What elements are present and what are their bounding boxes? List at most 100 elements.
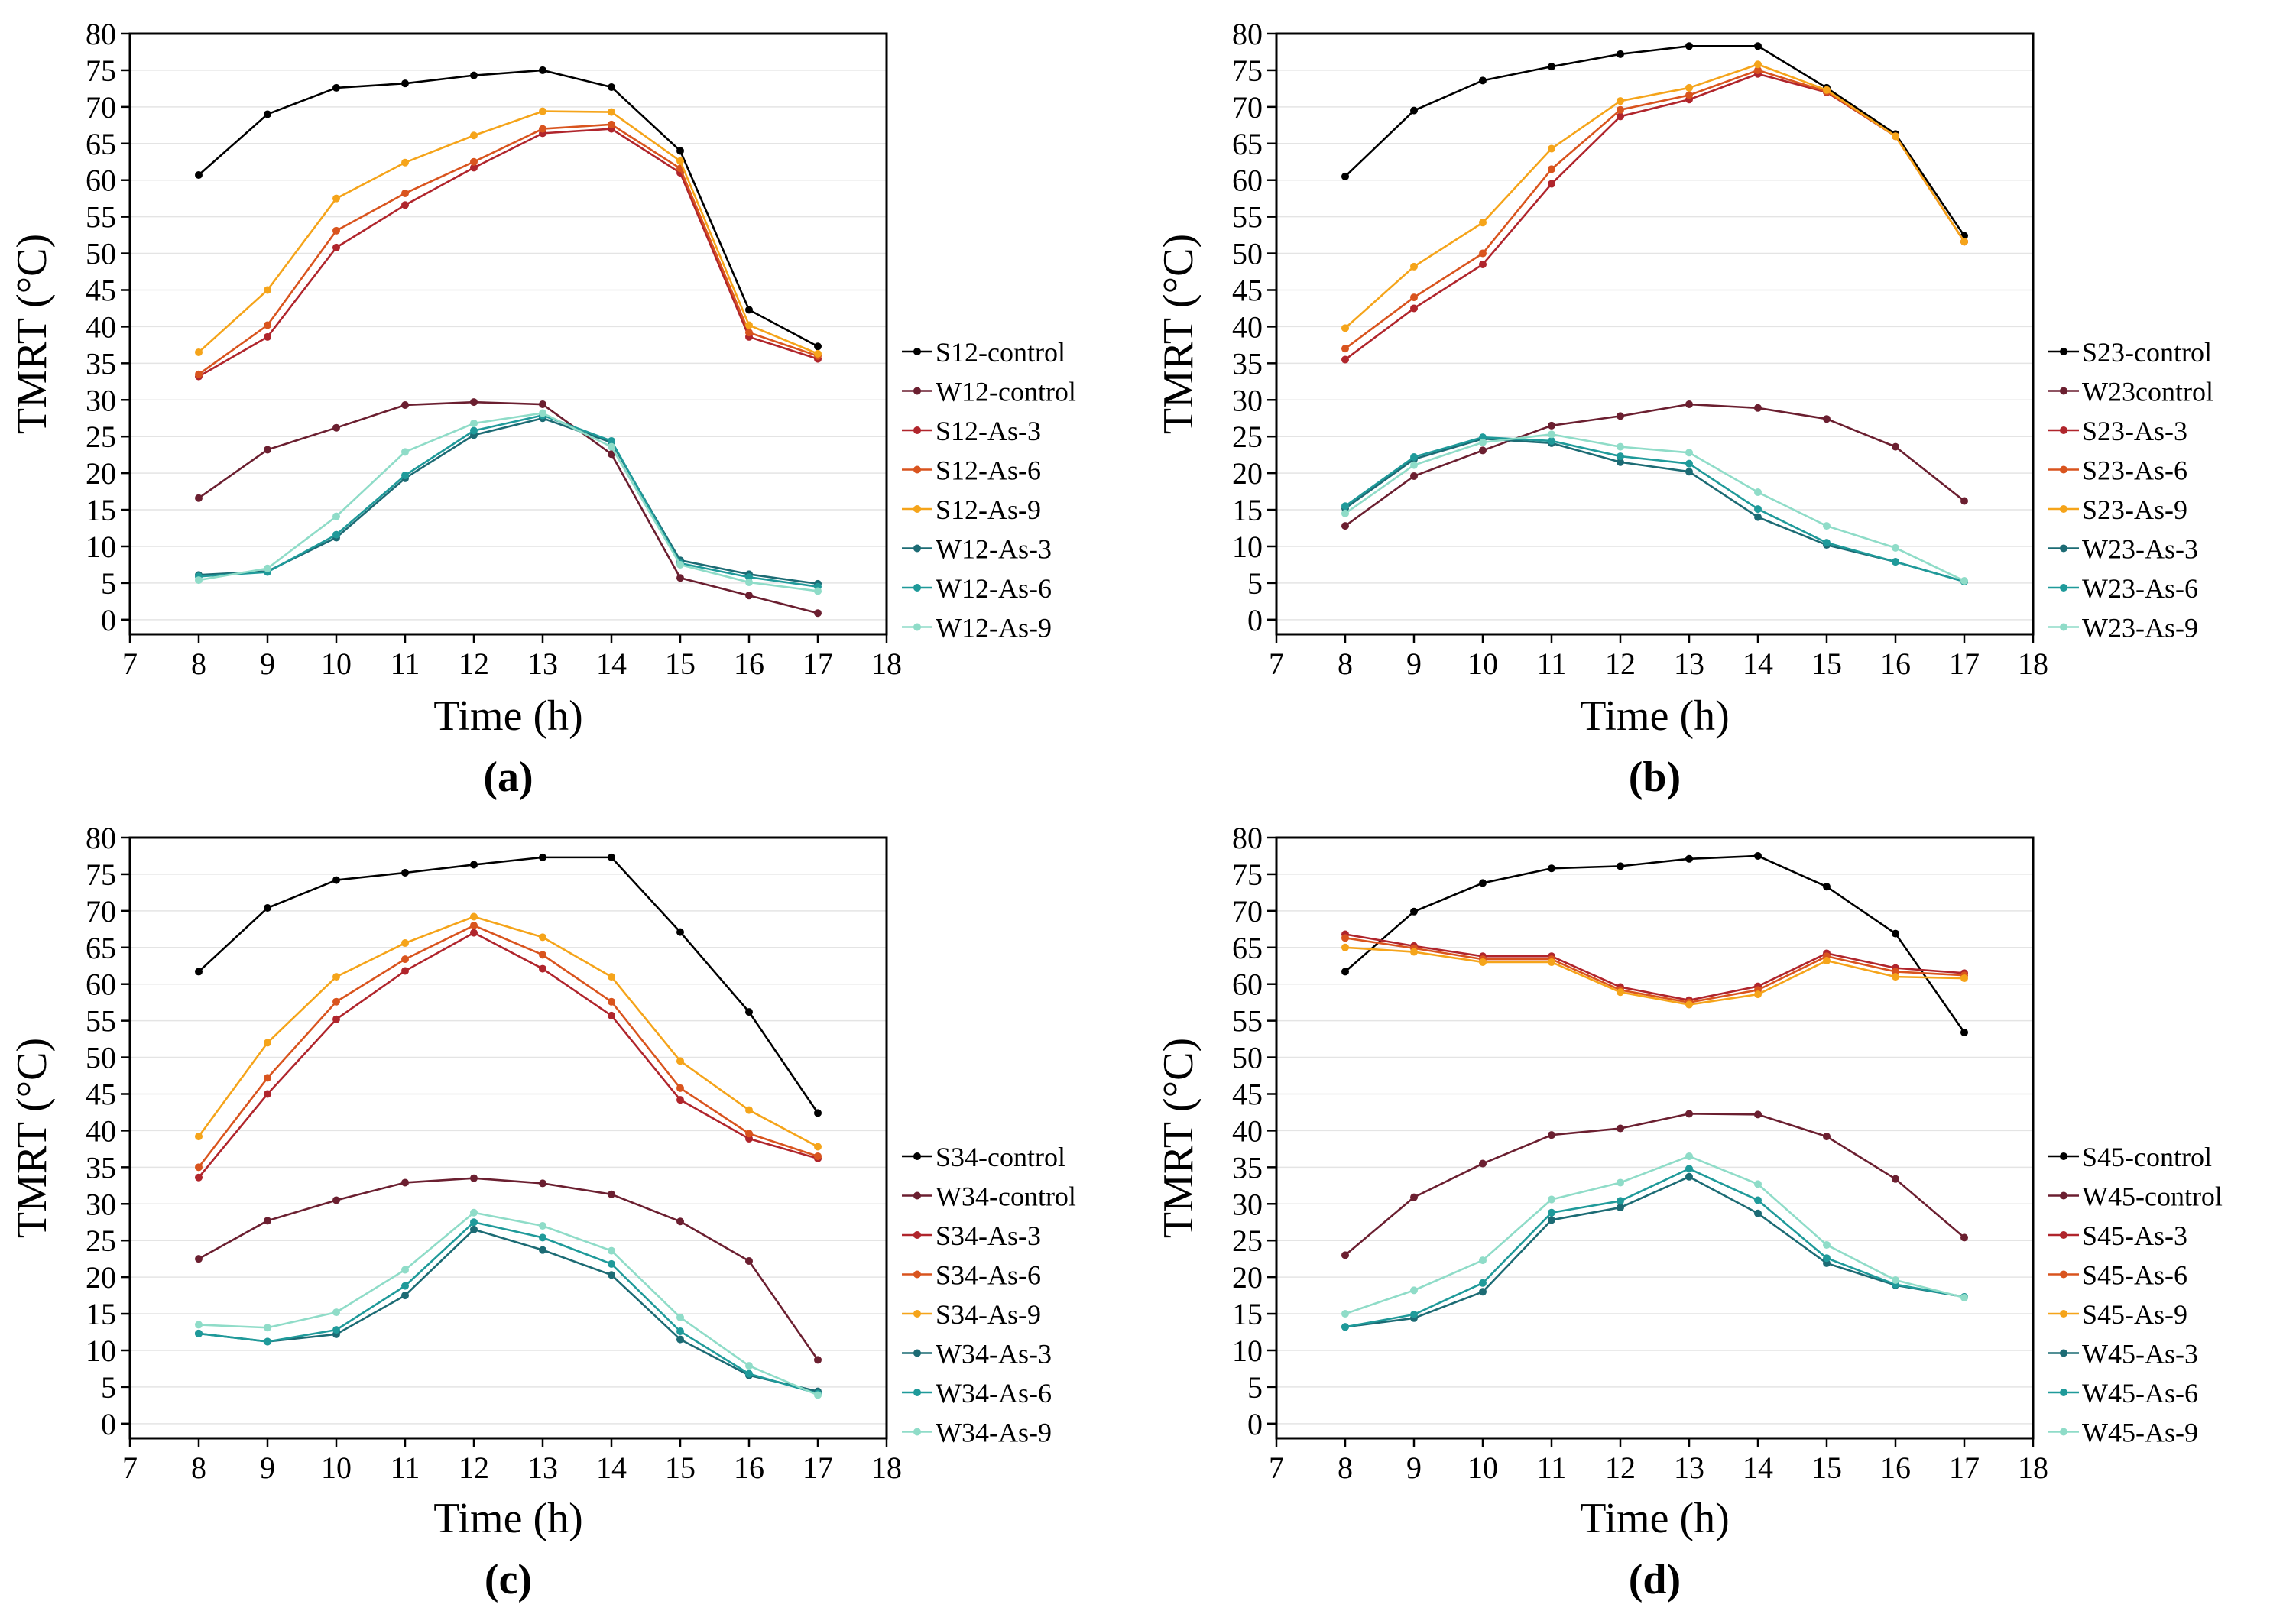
y-tick-label: 65: [1232, 127, 1263, 161]
legend-label: S34-As-6: [936, 1260, 1041, 1291]
x-tick-label: 12: [459, 1451, 489, 1485]
series-line-S12-As-6: [198, 123, 819, 375]
y-tick-label: 20: [86, 1260, 116, 1295]
data-point: [195, 1255, 203, 1263]
data-point: [1617, 458, 1624, 466]
data-point: [264, 286, 271, 294]
data-point: [470, 861, 478, 869]
data-point: [401, 1266, 409, 1274]
legend-label: S45-control: [2082, 1142, 2212, 1172]
y-tick-label: 70: [1232, 894, 1263, 929]
data-point: [470, 1174, 478, 1182]
data-point: [1617, 862, 1624, 870]
data-point: [1892, 442, 1899, 451]
data-point: [1410, 453, 1418, 462]
data-point: [1754, 513, 1762, 521]
data-point: [1892, 543, 1899, 552]
series-line-W34-control: [198, 1177, 819, 1361]
plot-frame: [128, 32, 888, 636]
x-axis-label: Time (h): [433, 1495, 583, 1542]
y-axis-label: TMRT (°C): [8, 1038, 56, 1238]
series-line-W45-As-9: [1344, 1155, 1965, 1315]
y-tick-label: 20: [1232, 1260, 1263, 1295]
x-tick-label: 9: [1406, 1451, 1422, 1485]
series-line-W23-As-3: [1344, 437, 1965, 583]
y-tick-label: 40: [86, 1113, 116, 1148]
data-point: [264, 446, 271, 454]
legend-marker: [2060, 1231, 2067, 1239]
legend-marker: [2060, 1428, 2067, 1436]
data-point: [1341, 1251, 1349, 1259]
legend-marker: [2060, 1389, 2067, 1396]
data-point: [470, 71, 478, 79]
data-point: [1823, 1133, 1831, 1141]
data-point: [539, 853, 546, 861]
y-tick-label: 25: [86, 1224, 116, 1258]
data-point: [676, 928, 684, 936]
legend-marker: [913, 1428, 921, 1436]
y-tick-label: 40: [1232, 310, 1263, 344]
data-point: [745, 321, 753, 329]
data-point: [264, 1090, 271, 1098]
data-point: [1479, 249, 1487, 258]
data-point: [1410, 472, 1418, 480]
series-line-W12-As-9: [198, 412, 819, 592]
data-point: [1754, 488, 1762, 497]
legend-label: W45-As-3: [2082, 1339, 2198, 1370]
data-point: [264, 1324, 271, 1332]
data-point: [745, 1008, 753, 1016]
y-tick-label: 75: [1232, 53, 1263, 88]
y-tick-label: 55: [1232, 200, 1263, 235]
data-point: [745, 1370, 753, 1378]
data-point: [539, 933, 546, 942]
y-tick-label: 45: [1232, 1077, 1263, 1111]
x-tick-label: 11: [1537, 647, 1567, 681]
data-point: [1617, 452, 1624, 461]
legend-label: W45-As-6: [2082, 1378, 2198, 1408]
data-point: [264, 564, 271, 572]
data-point: [195, 494, 203, 502]
data-point: [814, 587, 822, 595]
data-point: [264, 1074, 271, 1082]
legend-marker: [913, 1310, 921, 1318]
data-point: [814, 1109, 822, 1117]
data-point: [264, 1337, 271, 1346]
data-point: [264, 110, 271, 118]
series-line-S12-control: [198, 69, 819, 348]
data-point: [1960, 1293, 1968, 1301]
data-point: [608, 442, 615, 451]
data-point: [1617, 97, 1624, 105]
panel-label: (a): [483, 754, 533, 801]
data-point: [1341, 968, 1349, 976]
data-point: [745, 306, 753, 314]
data-point: [401, 79, 409, 88]
data-point: [401, 869, 409, 877]
y-tick-label: 15: [86, 1297, 116, 1331]
data-point: [1617, 988, 1624, 997]
x-tick-label: 16: [1880, 1451, 1911, 1485]
data-point: [1341, 522, 1349, 530]
data-point: [1479, 260, 1487, 268]
data-point: [401, 158, 409, 167]
data-point: [1892, 132, 1899, 141]
data-point: [1479, 879, 1487, 887]
data-point: [539, 66, 546, 74]
data-point: [608, 973, 615, 981]
panel-label: (b): [1629, 754, 1681, 801]
data-point: [676, 157, 684, 165]
data-point: [1960, 497, 1968, 505]
legend-marker: [913, 1191, 921, 1200]
series-line-W23control: [1344, 403, 1965, 527]
x-tick-label: 7: [1269, 647, 1284, 681]
x-tick-label: 15: [665, 647, 696, 681]
series-line-W34-As-3: [198, 1228, 819, 1392]
y-tick-label: 45: [86, 1077, 116, 1111]
data-point: [814, 342, 822, 351]
legend-label: W34-As-6: [936, 1378, 1052, 1408]
data-point: [1341, 509, 1349, 517]
y-tick-label: 25: [86, 420, 116, 454]
data-point: [1754, 505, 1762, 514]
data-point: [1548, 1131, 1555, 1139]
